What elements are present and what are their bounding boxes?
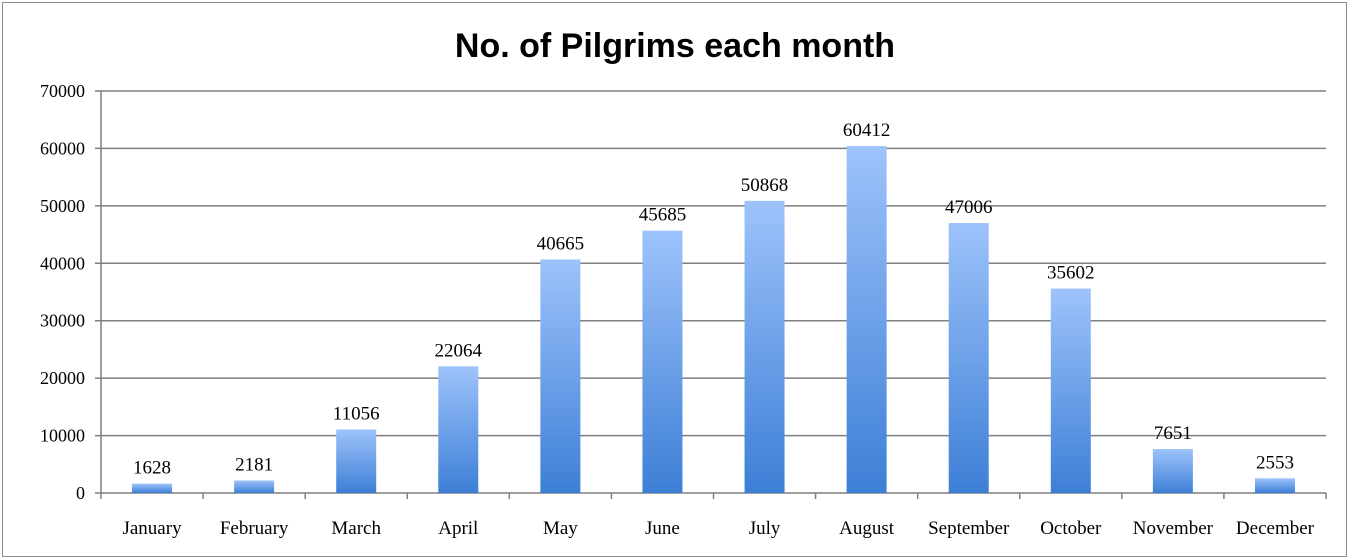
bar-july <box>744 200 785 493</box>
data-label: 7651 <box>1154 423 1192 444</box>
y-tick-label: 60000 <box>40 138 85 158</box>
y-tick-label: 10000 <box>40 426 85 446</box>
x-tick-label: June <box>645 518 680 539</box>
y-tick-label: 70000 <box>40 81 85 101</box>
data-label: 45685 <box>639 205 687 226</box>
data-label: 2181 <box>235 454 273 475</box>
y-tick-label: 30000 <box>40 311 85 331</box>
x-tick-label: October <box>1040 518 1102 539</box>
bar-october <box>1050 288 1091 493</box>
data-label: 50868 <box>741 175 789 196</box>
x-tick-label: August <box>839 518 895 539</box>
y-tick-label: 50000 <box>40 196 85 216</box>
x-tick-label: January <box>122 518 182 539</box>
bar-june <box>642 230 683 493</box>
bar-september <box>948 223 989 493</box>
bars <box>132 146 1295 494</box>
y-tick-label: 20000 <box>40 368 85 388</box>
x-tick-label: November <box>1133 518 1214 539</box>
bar-august <box>846 146 887 494</box>
bar-february <box>234 480 275 493</box>
gridlines <box>95 90 1327 499</box>
x-tick-label: May <box>543 518 578 539</box>
x-tick-label: July <box>749 518 781 539</box>
bar-may <box>540 259 581 493</box>
bar-chart: No. of Pilgrims each month 0 10000 20000 30… <box>40 27 1327 539</box>
y-tick-label: 0 <box>76 483 85 503</box>
bar-december <box>1254 478 1295 493</box>
bar-april <box>438 366 479 493</box>
bar-november <box>1152 449 1193 493</box>
data-label: 40665 <box>537 233 585 254</box>
data-label: 60412 <box>843 120 891 141</box>
x-tick-label: September <box>928 518 1010 539</box>
x-tick-label: March <box>331 518 381 539</box>
data-label: 47006 <box>945 197 993 218</box>
x-tick-label: February <box>220 518 289 539</box>
data-label: 22064 <box>435 340 483 361</box>
bar-january <box>132 483 173 493</box>
chart-title: No. of Pilgrims each month <box>455 27 895 65</box>
x-tick-label: April <box>438 518 478 539</box>
data-label: 11056 <box>333 404 380 425</box>
data-label: 35602 <box>1047 263 1095 284</box>
x-tick-label: December <box>1236 518 1315 539</box>
y-tick-label: 40000 <box>40 253 85 273</box>
data-label: 2553 <box>1256 452 1294 473</box>
data-labels: 1628 2181 11056 22064 40665 45685 50868 60412 47… <box>133 120 1294 479</box>
bar-march <box>336 429 377 493</box>
x-axis-ticks: January February March April May June July Augu… <box>122 518 1314 539</box>
data-label: 1628 <box>133 458 171 479</box>
y-axis-ticks: 0 10000 20000 30000 40000 50000 60000 70000 <box>40 81 85 503</box>
